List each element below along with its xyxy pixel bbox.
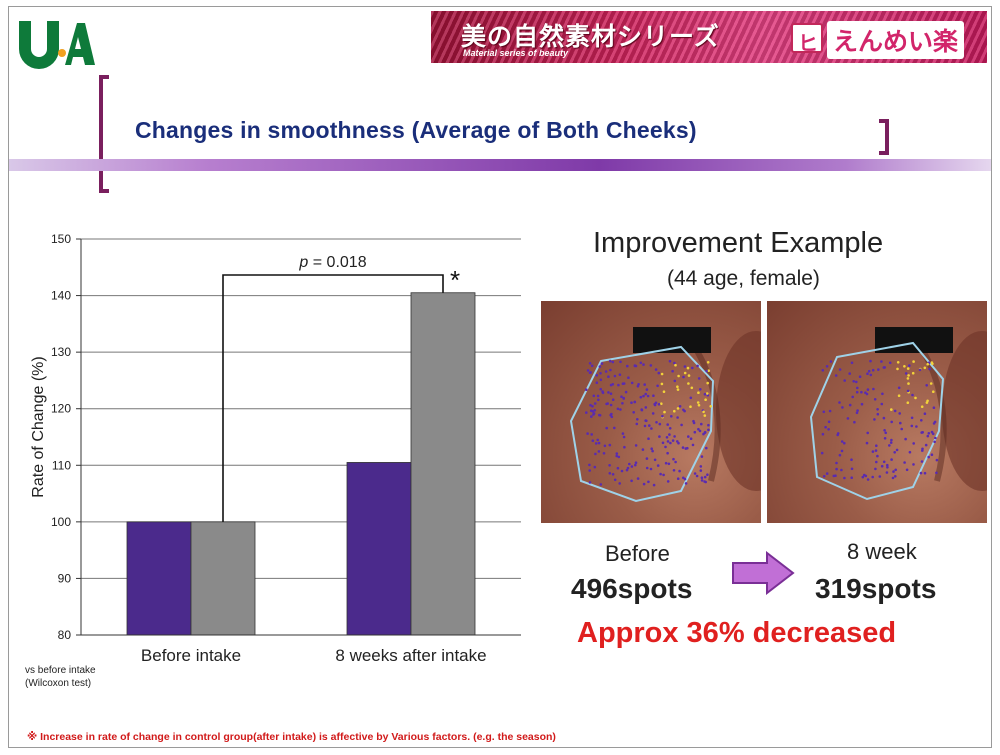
chart-ticks: 80 90 100 110 120 130 140 150 Before intake 8 wee… (51, 232, 521, 665)
brand-mark: ヒ (798, 33, 818, 55)
brand-mark-icon: ヒ (791, 23, 823, 55)
slide: 美の自然素材シリーズ Material series of beauty ヒ え… (8, 6, 992, 748)
face-after-image (809, 327, 987, 501)
result-text: Approx 36% decreased (577, 617, 897, 649)
page-title: Changes in smoothness (Average of Both C… (135, 117, 697, 143)
y-tick-label: 120 (51, 402, 71, 416)
banner-subtitle: Material series of beauty (463, 48, 569, 58)
chart-bars (126, 292, 476, 636)
example-subtitle: (44 age, female) (667, 267, 820, 290)
p-symbol: p (298, 254, 308, 271)
y-tick-label: 130 (51, 345, 71, 359)
significance-bracket (222, 274, 444, 522)
chart-annotation: p = 0.018 * (222, 254, 460, 522)
after-count: 319spots (815, 573, 937, 604)
bar (126, 521, 192, 636)
test-note-line1: vs before intake (25, 665, 96, 676)
y-axis-label: Rate of Change (%) (30, 356, 47, 497)
y-tick-label: 110 (52, 458, 71, 472)
banner-title: 美の自然素材シリーズ (461, 22, 720, 51)
bar-chart: 80 90 100 110 120 130 140 150 Before intake 8 wee… (30, 232, 521, 665)
bar (190, 521, 256, 636)
footnote: ※ Increase in rate of change in control … (27, 731, 556, 743)
photo-after (767, 301, 987, 523)
title-bracket-right (879, 119, 889, 155)
before-label: Before (605, 541, 670, 566)
bar (346, 462, 412, 636)
title-bracket-left (99, 75, 109, 193)
p-value-label: p = 0.018 (298, 254, 366, 271)
before-count: 496spots (571, 573, 693, 604)
x-tick-label: Before intake (141, 646, 241, 665)
brand-name: えんめい楽 (827, 21, 965, 59)
right-arrow-icon (732, 551, 795, 595)
y-tick-label: 100 (51, 515, 71, 529)
face-before-image (569, 327, 761, 503)
x-tick-label: 8 weeks after intake (335, 646, 486, 665)
ua-logo-icon (19, 21, 95, 69)
y-tick-label: 140 (51, 289, 71, 303)
photo-before (541, 301, 761, 523)
after-label: 8 week (847, 539, 917, 564)
brand-banner: 美の自然素材シリーズ Material series of beauty ヒ え… (431, 11, 987, 63)
test-note: vs before intake (Wilcoxon test) (25, 664, 96, 690)
example-title: Improvement Example (593, 227, 884, 259)
title-underline (9, 159, 991, 171)
y-tick-label: 90 (58, 571, 72, 585)
test-note-line2: (Wilcoxon test) (25, 678, 92, 689)
y-tick-label: 150 (51, 232, 71, 246)
significance-star: * (450, 265, 460, 295)
y-tick-label: 80 (58, 628, 72, 642)
bar (410, 292, 476, 636)
